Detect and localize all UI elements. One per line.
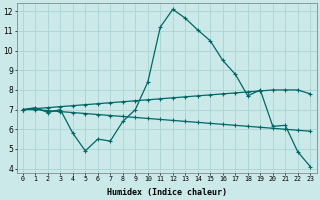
X-axis label: Humidex (Indice chaleur): Humidex (Indice chaleur) <box>107 188 227 197</box>
